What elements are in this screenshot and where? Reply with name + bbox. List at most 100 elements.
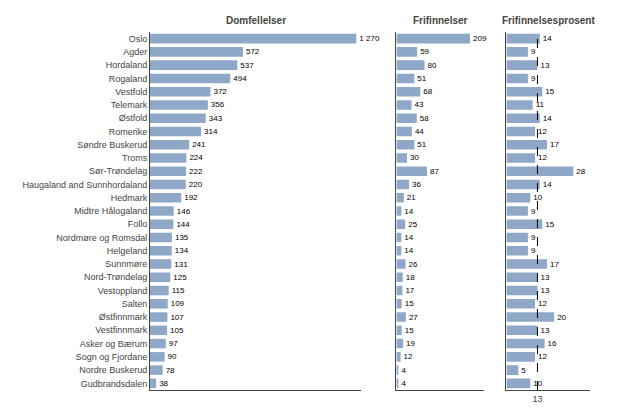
svg-text:25: 25 [408,220,417,229]
svg-text:356: 356 [211,100,225,109]
svg-text:51: 51 [417,140,426,149]
svg-text:20: 20 [557,313,566,322]
svg-text:19: 19 [406,339,415,348]
svg-text:15: 15 [405,326,414,335]
svg-text:9: 9 [531,246,536,255]
svg-text:Asker og Bærum: Asker og Bærum [80,339,148,349]
svg-text:Frifinnelsesprosent: Frifinnelsesprosent [502,15,595,26]
svg-text:Oslo: Oslo [129,34,148,44]
svg-text:1 270: 1 270 [359,34,380,43]
svg-text:17: 17 [550,140,559,149]
svg-text:Nordmøre og Romsdal: Nordmøre og Romsdal [56,233,147,243]
svg-text:15: 15 [545,87,554,96]
svg-text:314: 314 [204,127,218,136]
svg-text:Søndre Buskerud: Søndre Buskerud [77,140,147,150]
svg-text:Rogaland: Rogaland [109,74,148,84]
svg-text:Østfold: Østfold [119,113,148,123]
svg-text:58: 58 [420,114,429,123]
svg-text:Nordre Buskerud: Nordre Buskerud [79,365,147,375]
svg-text:9: 9 [531,207,536,216]
svg-text:Troms: Troms [122,153,148,163]
svg-text:36: 36 [412,180,421,189]
svg-text:5: 5 [521,366,526,375]
svg-text:Hedmark: Hedmark [111,193,148,203]
svg-text:Helgeland: Helgeland [107,246,148,256]
svg-text:9: 9 [531,47,536,56]
svg-text:9: 9 [531,233,536,242]
svg-text:21: 21 [407,193,416,202]
svg-text:51: 51 [417,74,426,83]
svg-text:17: 17 [550,260,559,269]
svg-text:14: 14 [404,233,413,242]
svg-text:14: 14 [543,180,552,189]
svg-text:192: 192 [184,193,198,202]
svg-text:30: 30 [410,153,419,162]
svg-text:572: 572 [246,47,260,56]
svg-text:Vestoppland: Vestoppland [98,286,148,296]
svg-text:10: 10 [533,193,542,202]
svg-text:109: 109 [171,299,185,308]
svg-text:14: 14 [543,34,552,43]
svg-text:27: 27 [409,313,418,322]
svg-text:78: 78 [166,366,175,375]
svg-text:9: 9 [531,74,536,83]
svg-text:14: 14 [404,207,413,216]
svg-text:13: 13 [540,286,549,295]
svg-text:12: 12 [538,352,547,361]
svg-text:43: 43 [415,100,424,109]
svg-text:14: 14 [543,114,552,123]
svg-text:494: 494 [233,74,247,83]
svg-text:224: 224 [189,153,203,162]
svg-text:12: 12 [538,299,547,308]
svg-text:90: 90 [168,352,177,361]
svg-text:16: 16 [548,339,557,348]
svg-text:241: 241 [192,140,206,149]
svg-text:68: 68 [423,87,432,96]
svg-text:59: 59 [420,47,429,56]
svg-text:38: 38 [159,379,168,388]
svg-text:12: 12 [538,153,547,162]
svg-text:135: 135 [175,233,189,242]
svg-text:11: 11 [536,100,545,109]
svg-text:10: 10 [533,379,542,388]
svg-text:Sunnmøre: Sunnmøre [105,259,147,269]
svg-text:Salten: Salten [122,299,148,309]
svg-text:12: 12 [404,352,413,361]
svg-text:Sør-Trøndelag: Sør-Trøndelag [89,166,147,176]
svg-text:13: 13 [532,394,542,404]
svg-text:15: 15 [405,299,414,308]
svg-text:13: 13 [540,273,549,282]
svg-text:Domfellelser: Domfellelser [226,15,286,26]
svg-text:Vestfold: Vestfold [115,87,147,97]
svg-text:107: 107 [170,313,184,322]
svg-text:12: 12 [538,127,547,136]
svg-text:Agder: Agder [123,47,147,57]
svg-text:13: 13 [540,326,549,335]
svg-text:Gudbrandsdalen: Gudbrandsdalen [81,379,148,389]
svg-text:15: 15 [545,220,554,229]
svg-text:13: 13 [540,61,549,70]
svg-text:343: 343 [209,114,223,123]
svg-text:Romerike: Romerike [109,127,148,137]
svg-text:Østfinnmark: Østfinnmark [99,312,148,322]
svg-text:372: 372 [213,87,227,96]
svg-text:209: 209 [473,34,487,43]
svg-text:87: 87 [430,167,439,176]
svg-text:105: 105 [170,326,184,335]
svg-text:146: 146 [177,207,191,216]
svg-text:80: 80 [428,61,437,70]
svg-text:Sogn og Fjordane: Sogn og Fjordane [76,352,148,362]
svg-text:4: 4 [401,366,406,375]
svg-text:17: 17 [405,286,414,295]
svg-text:Telemark: Telemark [111,100,148,110]
svg-text:Follo: Follo [128,219,148,229]
svg-text:125: 125 [173,273,187,282]
svg-text:220: 220 [189,180,203,189]
svg-text:Frifinnelser: Frifinnelser [413,15,468,26]
svg-text:Vestfinnmark: Vestfinnmark [95,325,148,335]
svg-text:222: 222 [189,167,203,176]
svg-text:97: 97 [169,339,178,348]
svg-text:44: 44 [415,127,424,136]
svg-text:537: 537 [240,61,254,70]
svg-text:18: 18 [406,273,415,282]
